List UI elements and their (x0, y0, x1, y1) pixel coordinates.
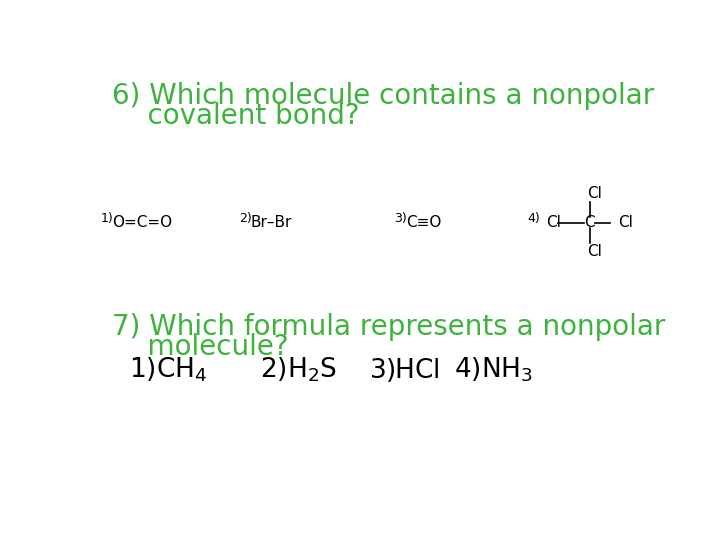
Text: Cl: Cl (587, 245, 602, 259)
Text: 3): 3) (394, 212, 407, 225)
Text: covalent bond?: covalent bond? (112, 102, 359, 130)
Text: $\mathregular{4) NH_3}$: $\mathregular{4) NH_3}$ (454, 356, 534, 384)
Text: O=C=O: O=C=O (112, 215, 172, 230)
Text: 2): 2) (239, 212, 251, 225)
Text: Br–Br: Br–Br (251, 215, 292, 230)
Text: C≡O: C≡O (406, 215, 441, 230)
Text: Cl: Cl (587, 186, 602, 201)
Text: 1): 1) (101, 212, 114, 225)
Text: 7) Which formula represents a nonpolar: 7) Which formula represents a nonpolar (112, 313, 665, 341)
Text: $\mathregular{3) HCl}$: $\mathregular{3) HCl}$ (369, 356, 440, 384)
Text: 6) Which molecule contains a nonpolar: 6) Which molecule contains a nonpolar (112, 82, 654, 110)
Text: $\mathregular{1) CH_4}$: $\mathregular{1) CH_4}$ (129, 356, 207, 384)
Text: C: C (585, 215, 595, 230)
Text: $\mathregular{2) H_2S}$: $\mathregular{2) H_2S}$ (261, 356, 338, 384)
Text: Cl: Cl (618, 215, 633, 230)
Text: Cl: Cl (546, 215, 562, 230)
Text: 4): 4) (528, 212, 541, 225)
Text: molecule?: molecule? (112, 333, 288, 361)
